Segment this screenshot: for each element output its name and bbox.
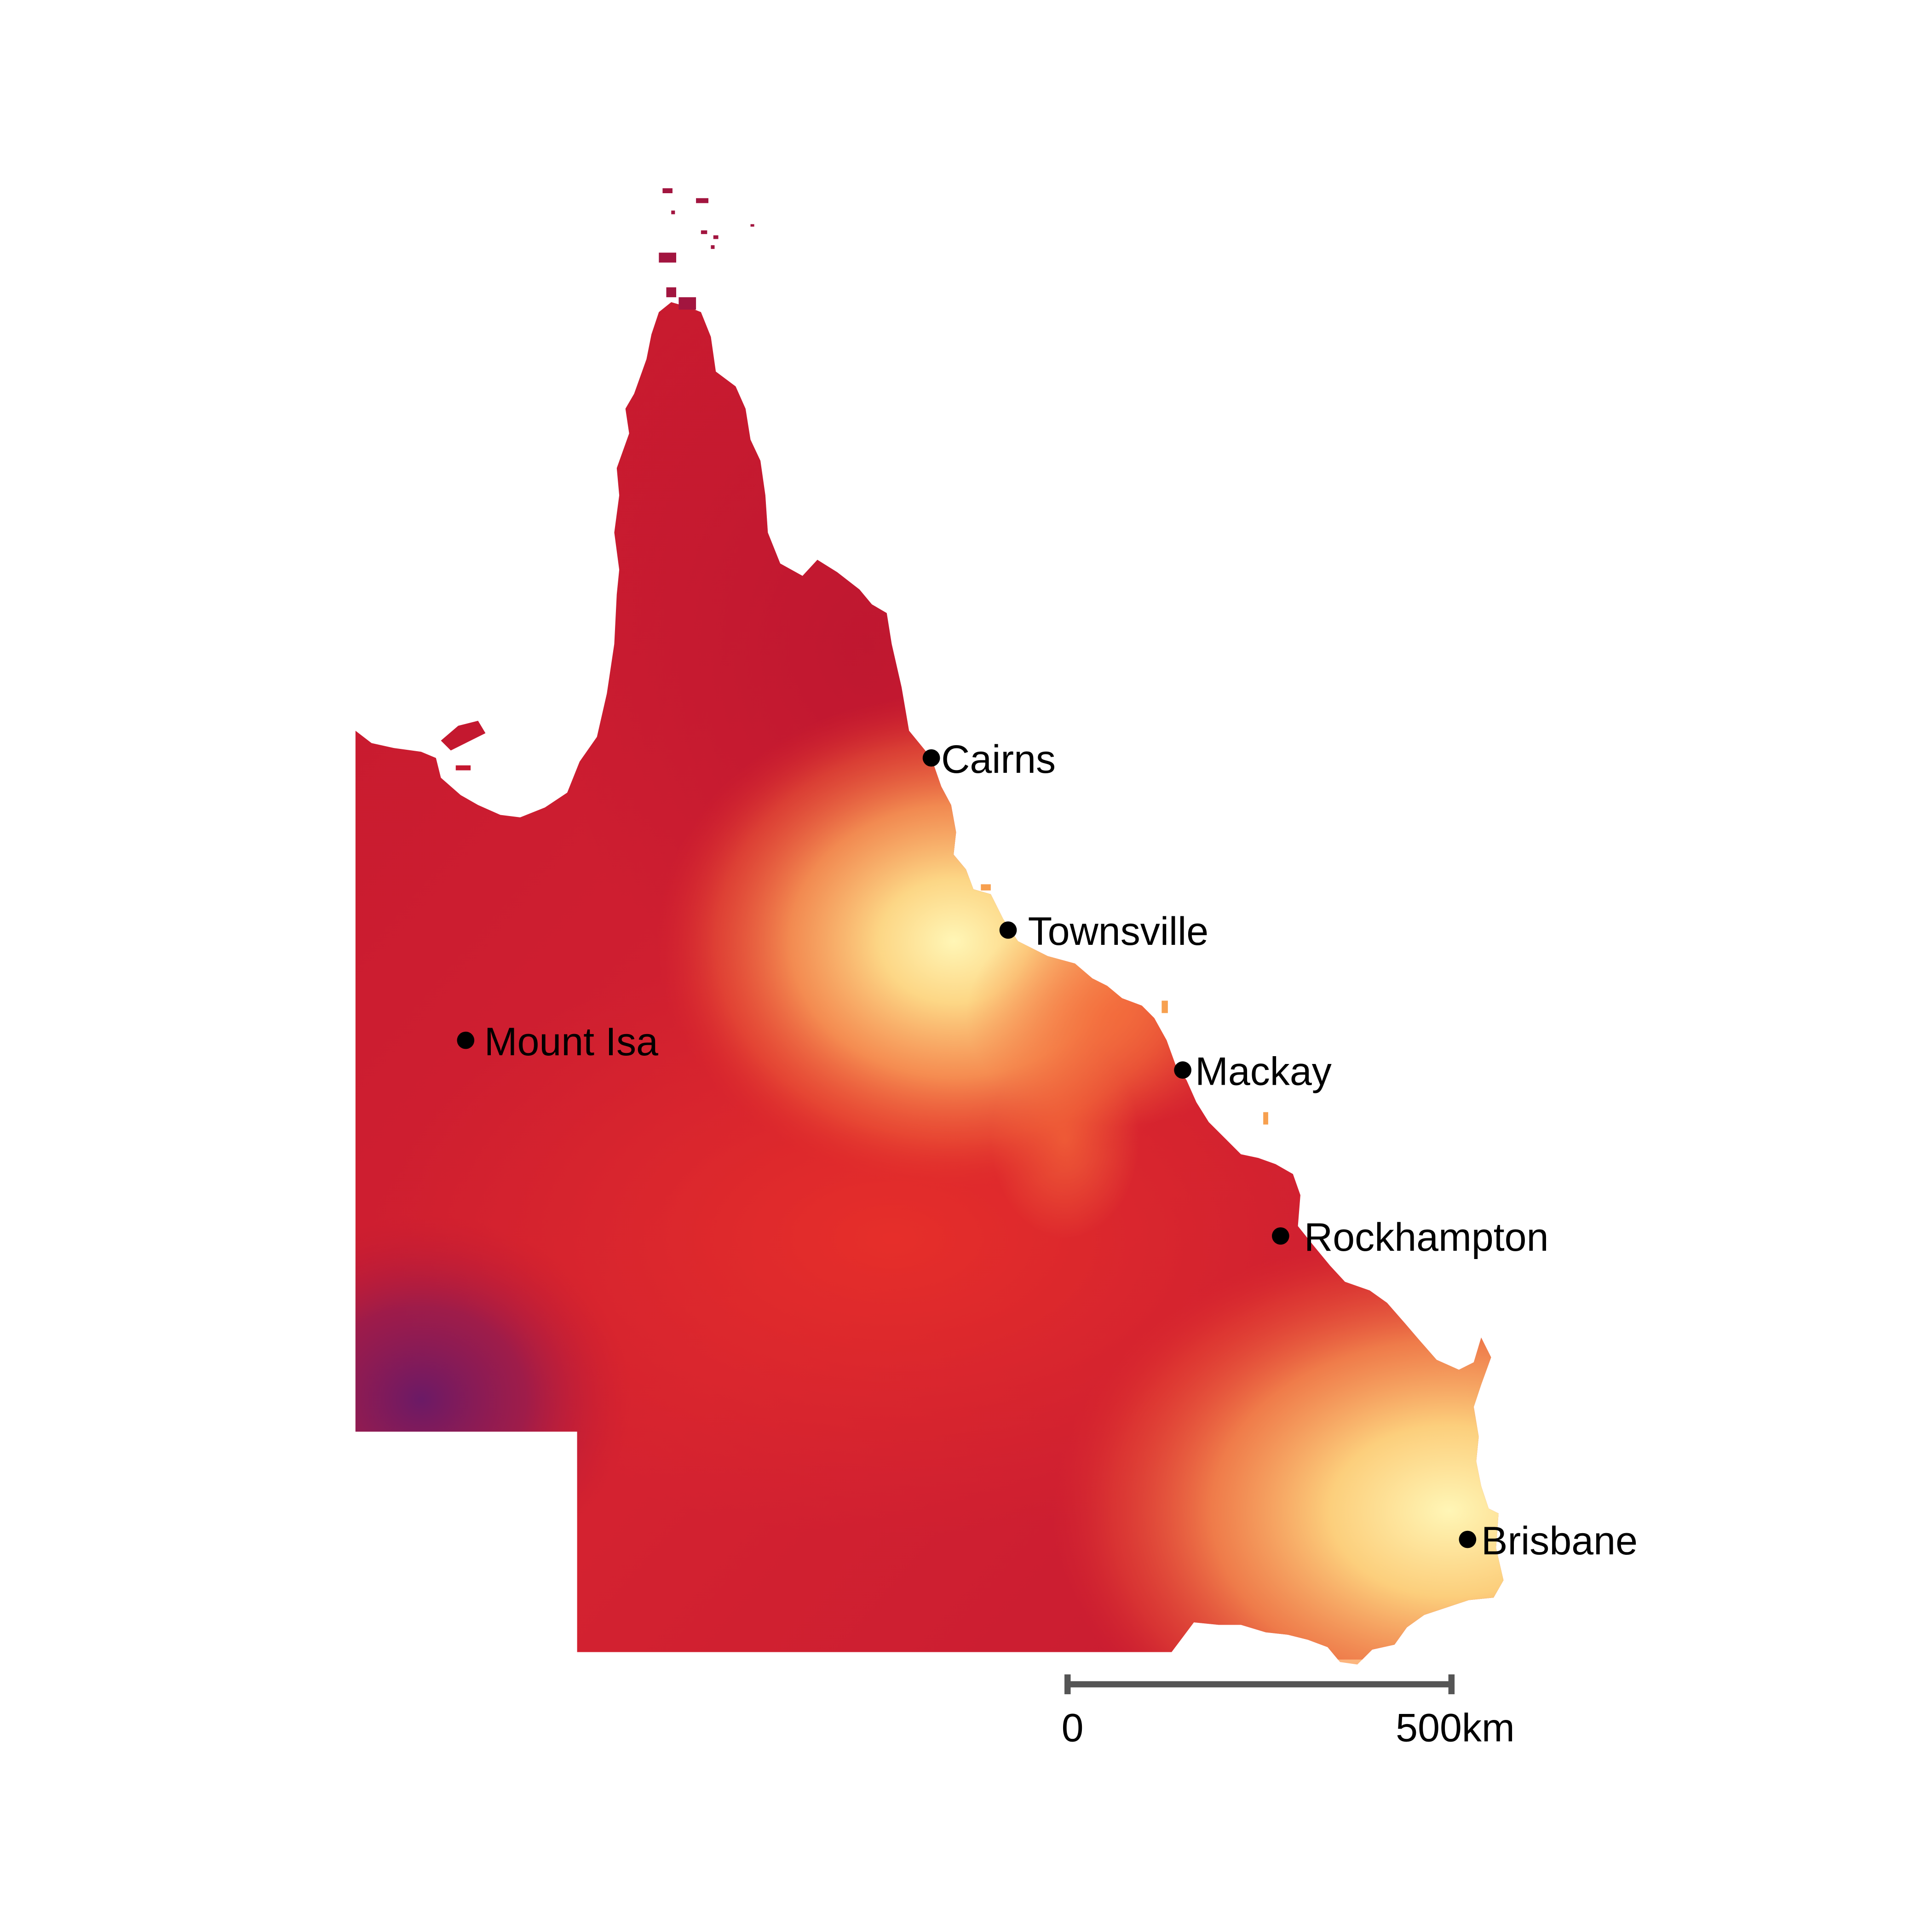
- city-rockhampton: Rockhampton: [1272, 1215, 1548, 1259]
- city-mackay: Mackay: [1174, 1049, 1332, 1093]
- scale-bar-start-label: 0: [1062, 1706, 1084, 1750]
- city-mount-isa: Mount Isa: [457, 1020, 658, 1064]
- city-townsville: Townsville: [999, 909, 1209, 954]
- city-label: Cairns: [941, 737, 1056, 782]
- city-markers: Cairns Townsville Mount Isa Mackay Rockhampt…: [457, 737, 1638, 1563]
- city-marker-icon: [922, 749, 940, 767]
- city-label: Mackay: [1195, 1049, 1332, 1093]
- city-marker-icon: [999, 921, 1017, 939]
- small-island: [455, 765, 471, 770]
- torres-strait-islands: [659, 188, 754, 310]
- city-label: Mount Isa: [484, 1020, 658, 1064]
- mornington-island: [441, 720, 486, 751]
- city-label: Brisbane: [1481, 1519, 1638, 1563]
- city-marker-icon: [457, 1031, 475, 1049]
- city-cairns: Cairns: [922, 737, 1056, 782]
- scale-bar-end-label: 500km: [1396, 1706, 1515, 1750]
- city-label: Rockhampton: [1304, 1215, 1548, 1259]
- city-marker-icon: [1174, 1061, 1191, 1079]
- scale-bar: 0 500km: [1062, 1674, 1515, 1750]
- city-brisbane: Brisbane: [1459, 1519, 1638, 1563]
- city-marker-icon: [1272, 1227, 1289, 1245]
- city-label: Townsville: [1028, 909, 1209, 954]
- coastal-islands: [981, 884, 1268, 1125]
- city-marker-icon: [1459, 1530, 1477, 1548]
